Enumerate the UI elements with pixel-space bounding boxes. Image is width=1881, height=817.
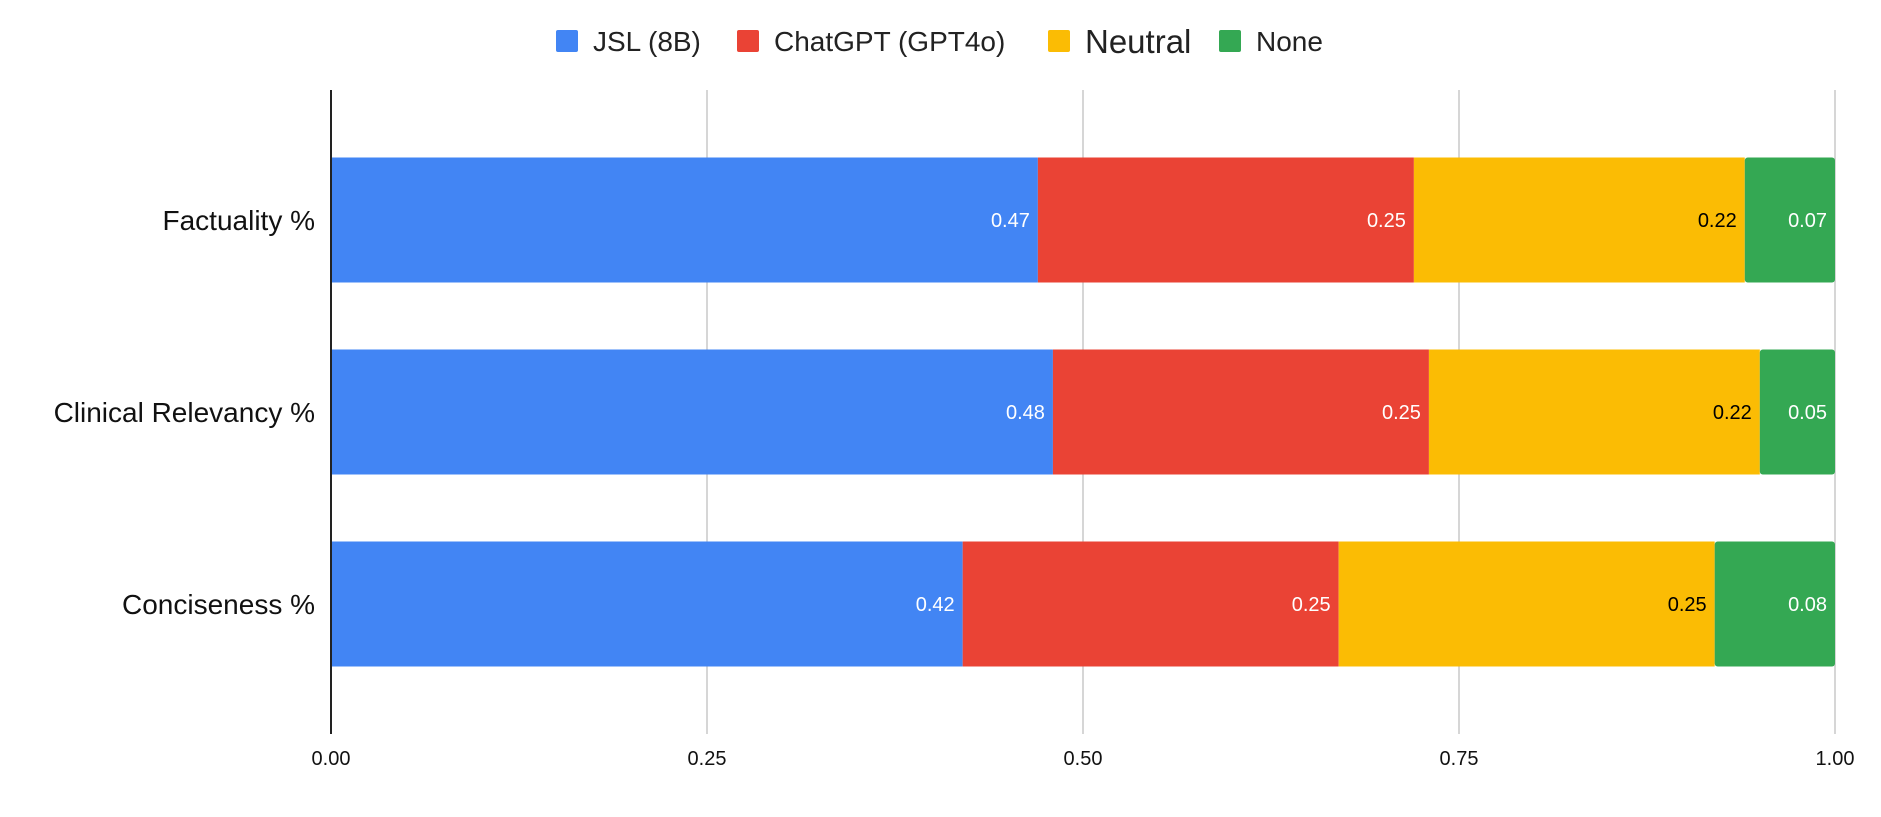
data-label-neutral-clinical-relevancy: 0.22 — [1713, 402, 1752, 424]
bar-neutral-clinical-relevancy[interactable] — [1428, 349, 1760, 475]
legend-item-chatgpt-gpt4o[interactable]: ChatGPT (GPT4o) — [737, 26, 1005, 57]
bar-none-conciseness[interactable] — [1714, 541, 1835, 667]
bars: 0.47 0.25 0.22 0.07 0.48 0.25 0.22 0.05 0.42 0.25… — [331, 157, 1835, 667]
bar-neutral-factuality[interactable] — [1413, 157, 1745, 283]
data-label-none-conciseness: 0.08 — [1788, 594, 1827, 616]
category-label-conciseness: Conciseness % — [122, 589, 315, 620]
category-label-clinical-relevancy: Clinical Relevancy % — [54, 397, 315, 428]
bar-none-factuality[interactable] — [1744, 157, 1835, 283]
data-label-none-clinical-relevancy: 0.05 — [1788, 402, 1827, 424]
legend-label-jsl-8b: JSL (8B) — [593, 26, 701, 57]
bar-neutral-conciseness[interactable] — [1338, 541, 1715, 667]
data-label-neutral-factuality: 0.22 — [1698, 210, 1737, 232]
x-tick-label: 1.00 — [1816, 748, 1855, 770]
x-tick-label: 0.00 — [312, 748, 351, 770]
legend-swatch-none — [1219, 30, 1241, 52]
category-label-factuality: Factuality % — [163, 205, 316, 236]
data-label-chatgpt-gpt4o-clinical-relevancy: 0.25 — [1382, 402, 1421, 424]
bar-jsl-8b-factuality[interactable] — [331, 157, 1038, 283]
data-label-chatgpt-gpt4o-conciseness: 0.25 — [1292, 594, 1331, 616]
data-label-chatgpt-gpt4o-factuality: 0.25 — [1367, 210, 1406, 232]
legend-item-neutral[interactable]: Neutral — [1048, 23, 1191, 60]
bar-jsl-8b-clinical-relevancy[interactable] — [331, 349, 1053, 475]
bar-chatgpt-gpt4o-conciseness[interactable] — [962, 541, 1339, 667]
legend-label-neutral: Neutral — [1085, 23, 1191, 60]
bar-chatgpt-gpt4o-clinical-relevancy[interactable] — [1052, 349, 1429, 475]
legend-swatch-chatgpt-gpt4o — [737, 30, 759, 52]
bar-jsl-8b-conciseness[interactable] — [331, 541, 963, 667]
x-tick-label: 0.25 — [688, 748, 727, 770]
legend-item-none[interactable]: None — [1219, 26, 1323, 57]
data-label-none-factuality: 0.07 — [1788, 210, 1827, 232]
legend-label-chatgpt-gpt4o: ChatGPT (GPT4o) — [774, 26, 1005, 57]
axes: 0.00 0.25 0.50 0.75 1.00 Factuality % Clinical… — [54, 90, 1855, 770]
bar-none-clinical-relevancy[interactable] — [1759, 349, 1835, 475]
legend: JSL (8B) ChatGPT (GPT4o) Neutral None — [556, 23, 1323, 60]
data-label-jsl-8b-clinical-relevancy: 0.48 — [1006, 402, 1045, 424]
x-tick-label: 0.75 — [1440, 748, 1479, 770]
data-label-jsl-8b-factuality: 0.47 — [991, 210, 1030, 232]
legend-label-none: None — [1256, 26, 1323, 57]
data-label-neutral-conciseness: 0.25 — [1668, 594, 1707, 616]
legend-item-jsl-8b[interactable]: JSL (8B) — [556, 26, 701, 57]
bar-chatgpt-gpt4o-factuality[interactable] — [1037, 157, 1414, 283]
x-tick-label: 0.50 — [1064, 748, 1103, 770]
legend-swatch-neutral — [1048, 30, 1070, 52]
legend-swatch-jsl-8b — [556, 30, 578, 52]
data-label-jsl-8b-conciseness: 0.42 — [916, 594, 955, 616]
